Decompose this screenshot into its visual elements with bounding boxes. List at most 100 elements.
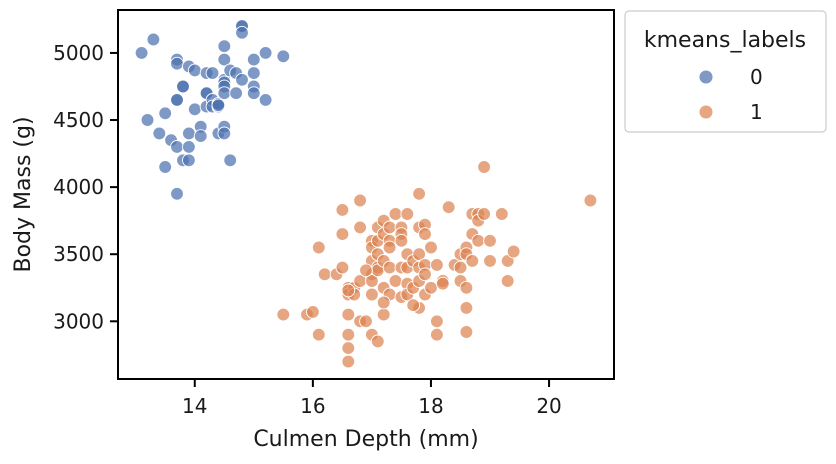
data-point-cluster-1 <box>335 203 350 217</box>
data-point-cluster-0 <box>217 126 232 141</box>
data-point-cluster-1 <box>359 314 373 329</box>
legend-marker-1 <box>698 104 714 120</box>
data-point-cluster-1 <box>412 186 426 201</box>
data-point-cluster-0 <box>217 39 232 54</box>
data-point-cluster-1 <box>430 327 444 342</box>
data-point-cluster-0 <box>182 126 196 141</box>
data-point-cluster-0 <box>276 49 291 64</box>
data-point-cluster-0 <box>246 86 261 101</box>
data-point-cluster-1 <box>453 260 468 275</box>
data-point-cluster-0 <box>235 25 249 40</box>
data-point-cluster-1 <box>418 227 432 241</box>
y-axis-ticks: 3000 3500 4000 4500 5000 <box>53 41 118 333</box>
y-tick-label: 5000 <box>53 41 104 65</box>
data-point-cluster-0 <box>193 129 208 143</box>
data-point-cluster-1 <box>376 295 391 310</box>
x-tick-label: 18 <box>418 394 443 418</box>
data-point-cluster-1 <box>424 240 438 255</box>
data-point-cluster-1 <box>418 267 432 282</box>
legend-box <box>624 10 827 133</box>
data-point-cluster-0 <box>258 93 273 107</box>
data-point-cluster-1 <box>353 220 367 235</box>
legend: kmeans_labels 01 <box>624 10 827 133</box>
data-point-cluster-1 <box>382 260 397 275</box>
legend-marker-0 <box>698 69 714 85</box>
data-point-cluster-0 <box>182 140 196 154</box>
data-point-cluster-1 <box>370 334 385 349</box>
data-point-cluster-1 <box>341 341 356 355</box>
data-point-cluster-0 <box>258 46 273 60</box>
x-tick-label: 20 <box>536 394 561 418</box>
data-point-cluster-0 <box>229 86 243 101</box>
data-point-cluster-0 <box>170 56 184 71</box>
data-point-cluster-0 <box>182 153 196 168</box>
data-point-cluster-1 <box>311 327 326 342</box>
y-tick-label: 4500 <box>53 108 104 132</box>
y-axis-label: Body Mass (g) <box>11 116 36 272</box>
data-point-cluster-0 <box>187 102 202 117</box>
data-point-cluster-1 <box>341 354 356 369</box>
data-point-cluster-1 <box>382 240 397 255</box>
y-tick-label: 3500 <box>53 242 104 266</box>
data-point-cluster-1 <box>412 247 426 262</box>
data-point-cluster-0 <box>176 79 190 94</box>
data-point-cluster-0 <box>170 93 184 107</box>
data-point-cluster-1 <box>341 283 356 298</box>
data-point-cluster-1 <box>441 200 456 215</box>
data-point-cluster-1 <box>494 207 509 221</box>
data-point-cluster-0 <box>211 98 226 113</box>
data-point-cluster-1 <box>459 280 474 295</box>
data-point-cluster-1 <box>406 298 421 313</box>
data-point-cluster-1 <box>388 207 403 221</box>
legend-label-0: 0 <box>750 65 763 89</box>
data-point-cluster-0 <box>217 52 232 67</box>
data-point-cluster-1 <box>500 274 515 288</box>
data-point-cluster-1 <box>394 233 409 248</box>
x-tick-label: 14 <box>182 394 207 418</box>
data-point-cluster-1 <box>430 258 444 272</box>
data-point-cluster-1 <box>400 207 415 221</box>
data-point-cluster-1 <box>365 287 379 302</box>
data-point-cluster-1 <box>471 233 486 248</box>
data-point-cluster-1 <box>430 314 444 329</box>
data-point-cluster-0 <box>152 126 167 141</box>
data-point-cluster-1 <box>306 305 320 319</box>
plot-area: 14 16 18 20 3000 3500 4000 4500 5000 <box>53 9 615 418</box>
data-point-cluster-1 <box>335 227 350 241</box>
data-point-cluster-0 <box>187 63 202 78</box>
points-layer <box>134 19 598 369</box>
x-axis-ticks: 14 16 18 20 <box>182 379 562 418</box>
data-point-cluster-1 <box>335 260 350 275</box>
legend-items: 01 <box>698 65 763 124</box>
data-point-cluster-1 <box>459 301 474 315</box>
data-point-cluster-0 <box>235 72 249 87</box>
data-point-cluster-0 <box>246 66 261 80</box>
data-point-cluster-0 <box>158 106 173 121</box>
data-point-cluster-1 <box>506 244 521 259</box>
plot-frame <box>117 9 615 380</box>
data-point-cluster-0 <box>205 66 220 80</box>
x-tick-label: 16 <box>300 394 325 418</box>
data-point-cluster-0 <box>146 32 161 47</box>
data-point-cluster-1 <box>376 307 391 322</box>
data-point-cluster-1 <box>341 307 356 322</box>
data-point-cluster-0 <box>134 46 149 60</box>
legend-label-1: 1 <box>750 100 763 124</box>
data-point-cluster-1 <box>353 193 367 208</box>
data-point-cluster-0 <box>246 52 261 67</box>
data-point-cluster-1 <box>435 276 450 291</box>
data-point-cluster-0 <box>170 186 184 201</box>
data-point-cluster-1 <box>382 220 397 235</box>
data-point-cluster-1 <box>359 263 373 278</box>
data-point-cluster-1 <box>311 240 326 255</box>
data-point-cluster-1 <box>583 193 598 208</box>
data-point-cluster-1 <box>465 254 480 268</box>
data-point-cluster-0 <box>217 86 232 101</box>
data-point-cluster-1 <box>341 327 356 342</box>
data-point-cluster-1 <box>459 325 474 339</box>
data-point-cluster-1 <box>276 307 291 322</box>
data-point-cluster-1 <box>424 280 438 295</box>
data-point-cluster-0 <box>140 113 155 127</box>
data-point-cluster-1 <box>483 233 497 248</box>
